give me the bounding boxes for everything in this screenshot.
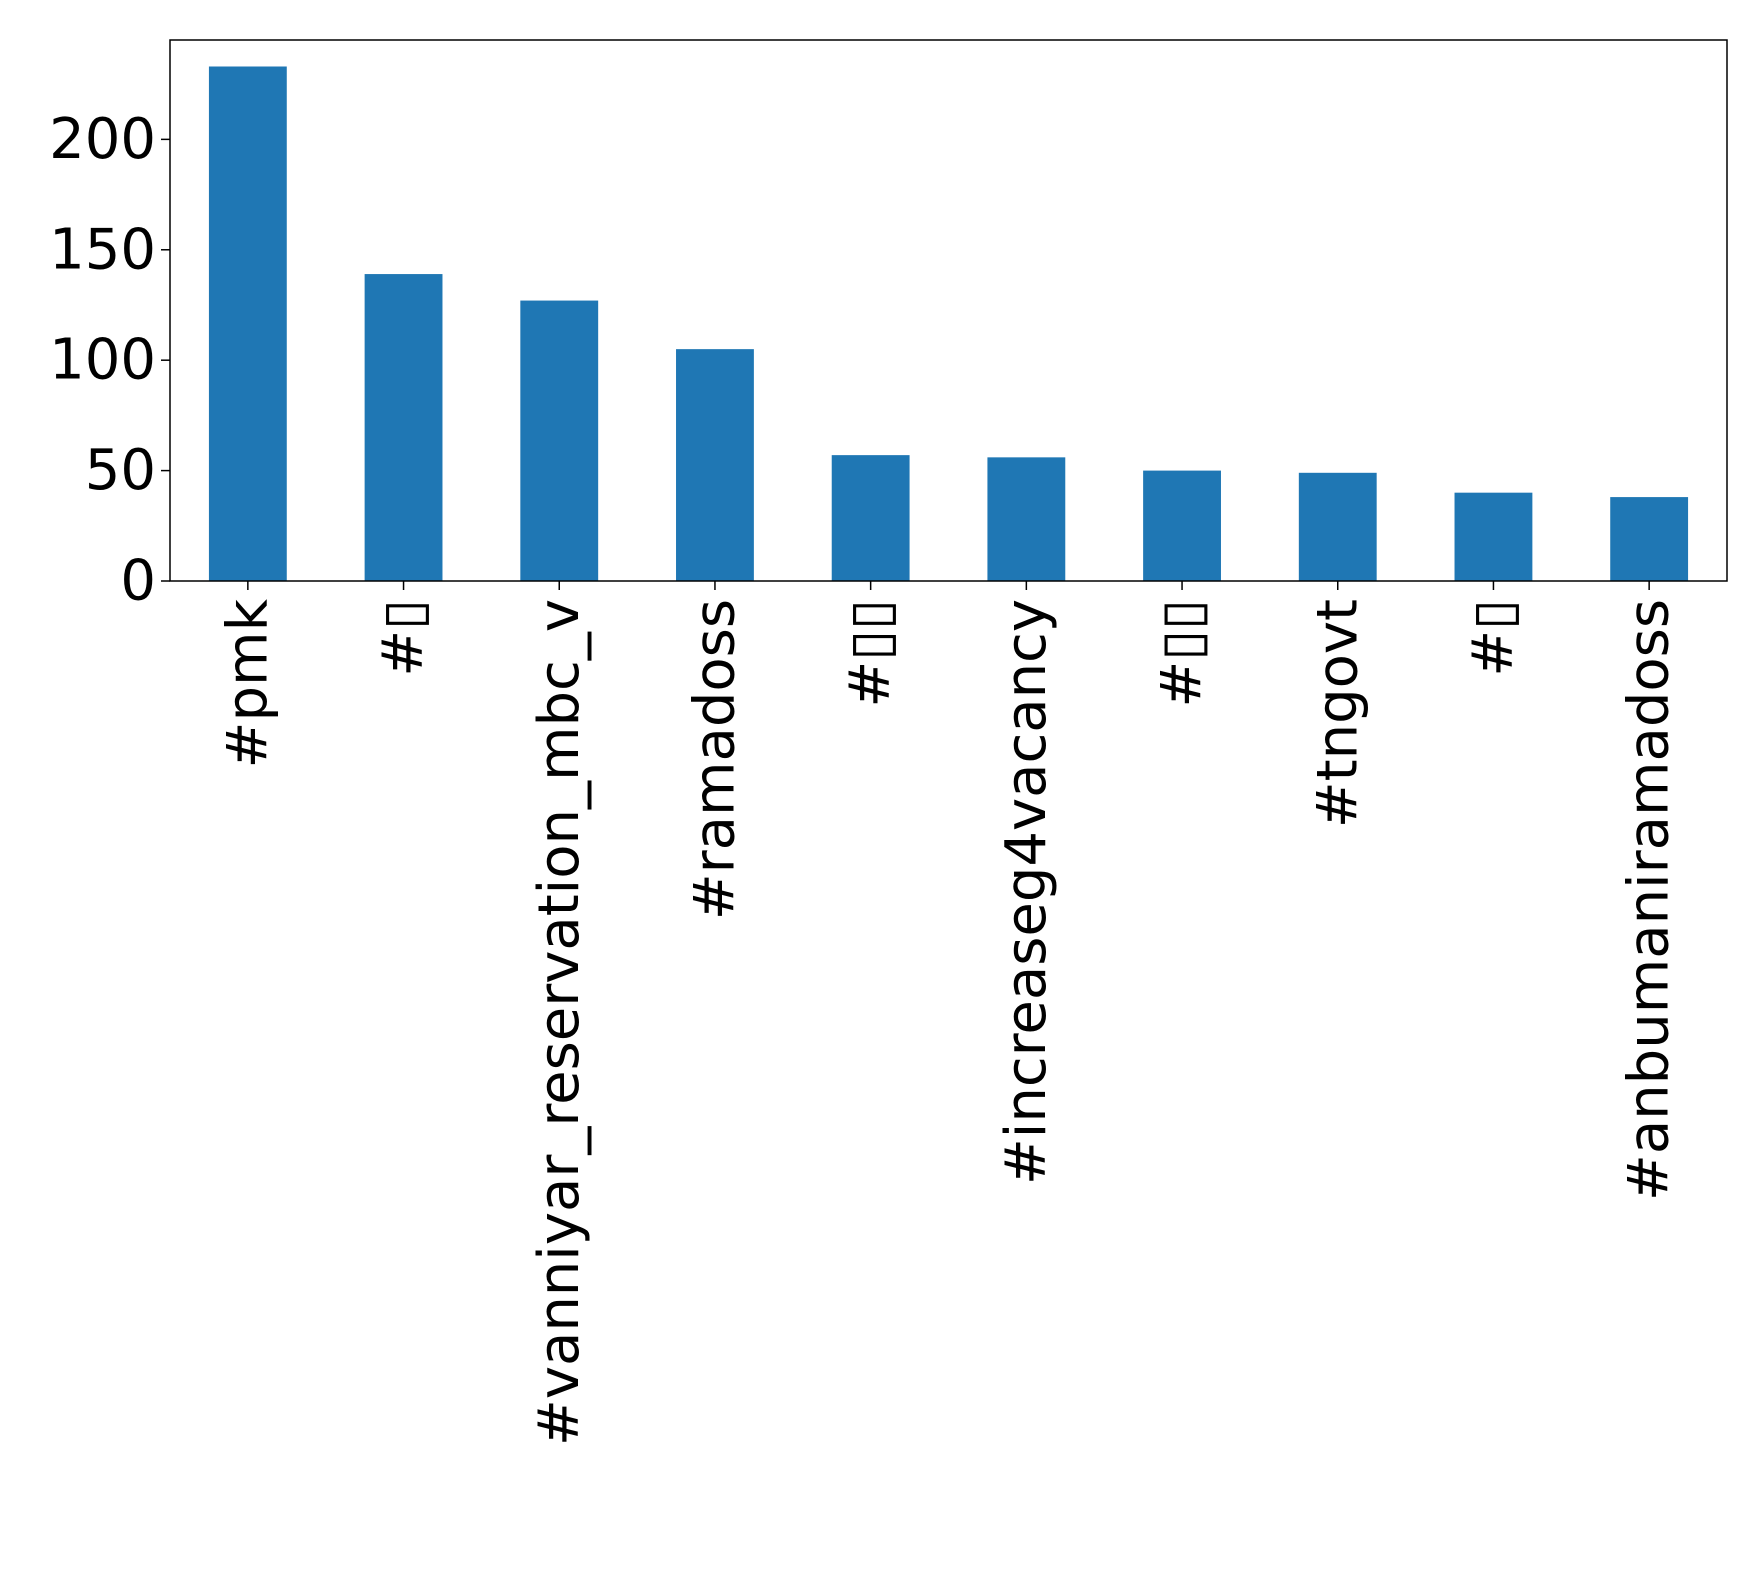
y-tick-label: 150 bbox=[49, 217, 156, 282]
bar-2 bbox=[364, 274, 443, 581]
y-tick-label: 50 bbox=[85, 438, 156, 503]
x-tick-label: #anbumaniramadoss bbox=[1617, 599, 1682, 1201]
x-tick-label: #▯ bbox=[1461, 599, 1526, 677]
bar-4 bbox=[676, 349, 754, 581]
y-axis: 0 50 100 150 200 bbox=[49, 107, 170, 614]
x-tick-label: #vanniyar_reservation_mbc_v bbox=[527, 599, 592, 1446]
bar-9 bbox=[1454, 492, 1533, 581]
x-tick-label: #▯▯ bbox=[838, 599, 903, 708]
x-tick-label: #pmk bbox=[215, 598, 280, 768]
bar-7 bbox=[1143, 470, 1221, 581]
bars-group bbox=[208, 66, 1689, 582]
bar-10 bbox=[1610, 497, 1689, 581]
y-tick-label: 200 bbox=[49, 107, 156, 172]
x-axis: #pmk #▯ #vanniyar_reservation_mbc_v #ramado… bbox=[215, 581, 1682, 1446]
bar-1 bbox=[208, 66, 287, 582]
x-tick-label: #▯▯ bbox=[1150, 599, 1215, 708]
x-tick-label: #tngovt bbox=[1305, 599, 1370, 828]
x-tick-label: #increaseg4vacancy bbox=[994, 599, 1059, 1185]
plot-frame bbox=[169, 39, 1728, 582]
x-tick-label: #▯ bbox=[371, 599, 436, 677]
bar-6 bbox=[987, 457, 1066, 581]
x-tick-label: #ramadoss bbox=[682, 599, 747, 920]
y-tick-label: 0 bbox=[120, 549, 156, 614]
y-tick-label: 100 bbox=[49, 328, 156, 393]
bar-3 bbox=[520, 300, 599, 581]
bar-8 bbox=[1298, 472, 1377, 581]
bar-5 bbox=[831, 455, 910, 581]
